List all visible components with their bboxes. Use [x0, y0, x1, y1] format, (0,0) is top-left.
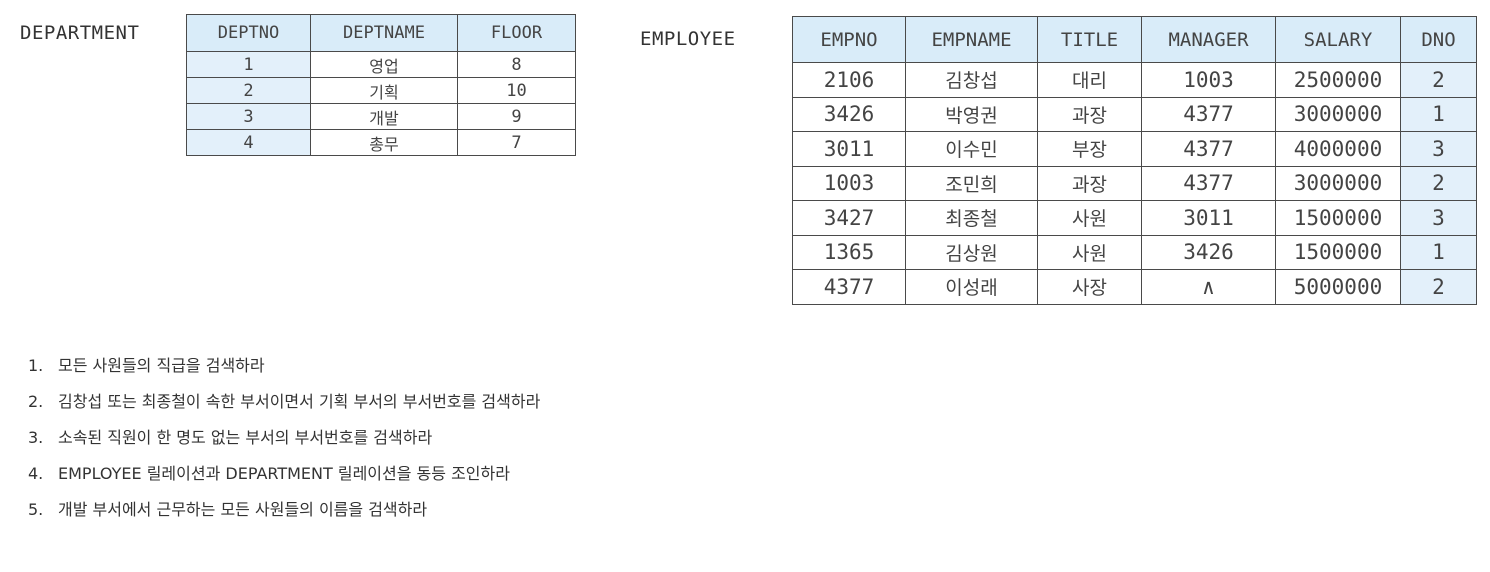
empname-cell: 김상원 [905, 234, 1038, 270]
question-text: 김창섭 또는 최종철이 속한 부서이면서 기획 부서의 부서번호를 검색하라 [58, 392, 541, 411]
question-text: 소속된 직원이 한 명도 없는 부서의 부서번호를 검색하라 [58, 428, 433, 447]
table-row: 4 총무 7 [186, 129, 576, 156]
empname-cell: 박영권 [905, 96, 1038, 132]
empno-cell: 2106 [792, 62, 906, 98]
table-row: 4377 이성래 사장 ∧ 5000000 2 [792, 269, 1477, 305]
list-item: 5. 개발 부서에서 근무하는 모든 사원들의 이름을 검색하라 [28, 500, 540, 536]
table-row: 3 개발 9 [186, 103, 576, 130]
title-cell: 대리 [1037, 62, 1142, 98]
empname-cell: 최종철 [905, 200, 1038, 236]
department-relation-label: DEPARTMENT [20, 22, 140, 44]
manager-cell: 1003 [1141, 62, 1276, 98]
floor-cell: 9 [457, 103, 576, 130]
empname-cell: 조민희 [905, 165, 1038, 201]
employee-relation-label: EMPLOYEE [640, 28, 736, 50]
dno-cell: 1 [1400, 96, 1477, 132]
empname-cell: 김창섭 [905, 62, 1038, 98]
dno-cell: 3 [1400, 131, 1477, 167]
dno-cell: 2 [1400, 165, 1477, 201]
manager-cell: 4377 [1141, 96, 1276, 132]
manager-cell: 3426 [1141, 234, 1276, 270]
salary-cell: 4000000 [1275, 131, 1401, 167]
table-row: 3427 최종철 사원 3011 1500000 3 [792, 200, 1477, 236]
column-header-salary: SALARY [1275, 16, 1401, 63]
salary-cell: 5000000 [1275, 269, 1401, 305]
floor-cell: 7 [457, 129, 576, 156]
salary-cell: 2500000 [1275, 62, 1401, 98]
deptname-cell: 기획 [310, 77, 458, 104]
question-text: 개발 부서에서 근무하는 모든 사원들의 이름을 검색하라 [58, 500, 428, 519]
table-row: 3011 이수민 부장 4377 4000000 3 [792, 131, 1477, 167]
salary-cell: 1500000 [1275, 234, 1401, 270]
column-header-empno: EMPNO [792, 16, 906, 63]
department-header-row: DEPTNO DEPTNAME FLOOR [186, 14, 576, 52]
question-list: 1. 모든 사원들의 직급을 검색하라 2. 김창섭 또는 최종철이 속한 부서이면… [28, 356, 540, 536]
deptname-cell: 개발 [310, 103, 458, 130]
manager-cell: ∧ [1141, 269, 1276, 305]
floor-cell: 8 [457, 51, 576, 78]
empname-cell: 이수민 [905, 131, 1038, 167]
table-row: 1003 조민희 과장 4377 3000000 2 [792, 165, 1477, 201]
deptno-cell: 1 [186, 51, 311, 78]
column-header-title: TITLE [1037, 16, 1142, 63]
table-row: 1365 김상원 사원 3426 1500000 1 [792, 234, 1477, 270]
manager-cell: 4377 [1141, 165, 1276, 201]
dno-cell: 1 [1400, 234, 1477, 270]
manager-cell: 4377 [1141, 131, 1276, 167]
department-table: DEPTNO DEPTNAME FLOOR 1 영업 8 2 기획 10 3 개… [186, 14, 576, 156]
empno-cell: 4377 [792, 269, 906, 305]
deptname-cell: 총무 [310, 129, 458, 156]
column-header-empname: EMPNAME [905, 16, 1038, 63]
empno-cell: 3011 [792, 131, 906, 167]
employee-header-row: EMPNO EMPNAME TITLE MANAGER SALARY DNO [792, 16, 1477, 63]
title-cell: 과장 [1037, 165, 1142, 201]
list-item: 1. 모든 사원들의 직급을 검색하라 [28, 356, 540, 392]
deptno-cell: 3 [186, 103, 311, 130]
column-header-manager: MANAGER [1141, 16, 1276, 63]
salary-cell: 1500000 [1275, 200, 1401, 236]
question-number: 5. [28, 500, 44, 519]
question-number: 3. [28, 428, 44, 447]
table-row: 2 기획 10 [186, 77, 576, 104]
deptname-cell: 영업 [310, 51, 458, 78]
floor-cell: 10 [457, 77, 576, 104]
column-header-dno: DNO [1400, 16, 1477, 63]
title-cell: 사장 [1037, 269, 1142, 305]
deptno-cell: 2 [186, 77, 311, 104]
list-item: 3. 소속된 직원이 한 명도 없는 부서의 부서번호를 검색하라 [28, 428, 540, 464]
title-cell: 부장 [1037, 131, 1142, 167]
dno-cell: 2 [1400, 269, 1477, 305]
question-text: EMPLOYEE 릴레이션과 DEPARTMENT 릴레이션을 동등 조인하라 [58, 464, 510, 483]
table-row: 3426 박영권 과장 4377 3000000 1 [792, 96, 1477, 132]
dno-cell: 2 [1400, 62, 1477, 98]
empno-cell: 3426 [792, 96, 906, 132]
employee-table: EMPNO EMPNAME TITLE MANAGER SALARY DNO 2… [792, 16, 1477, 305]
question-number: 4. [28, 464, 44, 483]
empno-cell: 1003 [792, 165, 906, 201]
title-cell: 사원 [1037, 200, 1142, 236]
empno-cell: 1365 [792, 234, 906, 270]
title-cell: 사원 [1037, 234, 1142, 270]
question-number: 2. [28, 392, 44, 411]
table-row: 2106 김창섭 대리 1003 2500000 2 [792, 62, 1477, 98]
deptno-cell: 4 [186, 129, 311, 156]
column-header-floor: FLOOR [457, 14, 576, 52]
title-cell: 과장 [1037, 96, 1142, 132]
salary-cell: 3000000 [1275, 96, 1401, 132]
manager-cell: 3011 [1141, 200, 1276, 236]
list-item: 4. EMPLOYEE 릴레이션과 DEPARTMENT 릴레이션을 동등 조인하… [28, 464, 540, 500]
empno-cell: 3427 [792, 200, 906, 236]
column-header-deptname: DEPTNAME [310, 14, 458, 52]
list-item: 2. 김창섭 또는 최종철이 속한 부서이면서 기획 부서의 부서번호를 검색하라 [28, 392, 540, 428]
column-header-deptno: DEPTNO [186, 14, 311, 52]
question-number: 1. [28, 356, 44, 375]
dno-cell: 3 [1400, 200, 1477, 236]
table-row: 1 영업 8 [186, 51, 576, 78]
question-text: 모든 사원들의 직급을 검색하라 [58, 356, 265, 375]
salary-cell: 3000000 [1275, 165, 1401, 201]
empname-cell: 이성래 [905, 269, 1038, 305]
